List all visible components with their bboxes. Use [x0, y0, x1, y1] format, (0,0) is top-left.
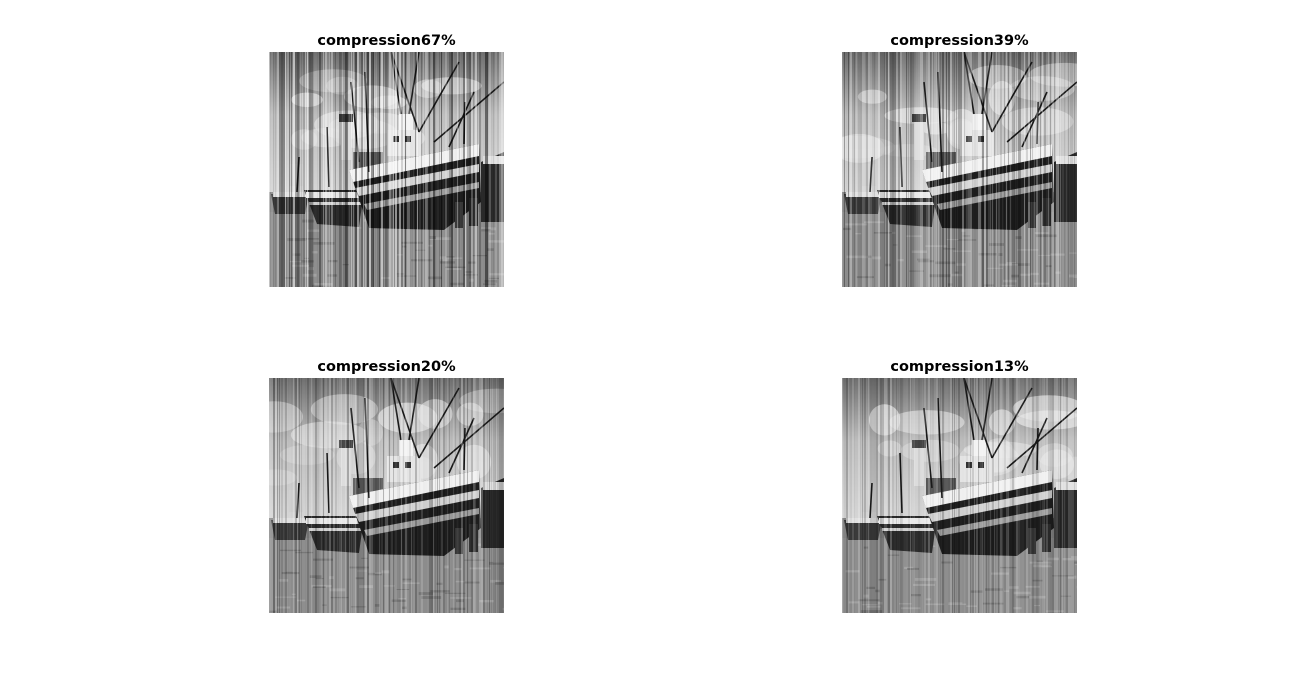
boat-scene-svg [842, 378, 1077, 613]
compressed-boat-image [269, 52, 504, 287]
subplot-title: compression20% [317, 359, 456, 375]
subplot-title: compression39% [890, 33, 1029, 49]
subplot-title: compression13% [890, 359, 1029, 375]
boat-scene-svg [269, 52, 504, 287]
compressed-boat-image [269, 378, 504, 613]
boat-scene-svg [269, 378, 504, 613]
subplot-title: compression67% [317, 33, 456, 49]
compressed-boat-image [842, 378, 1077, 613]
compressed-boat-image [842, 52, 1077, 287]
boat-scene-svg [842, 52, 1077, 287]
